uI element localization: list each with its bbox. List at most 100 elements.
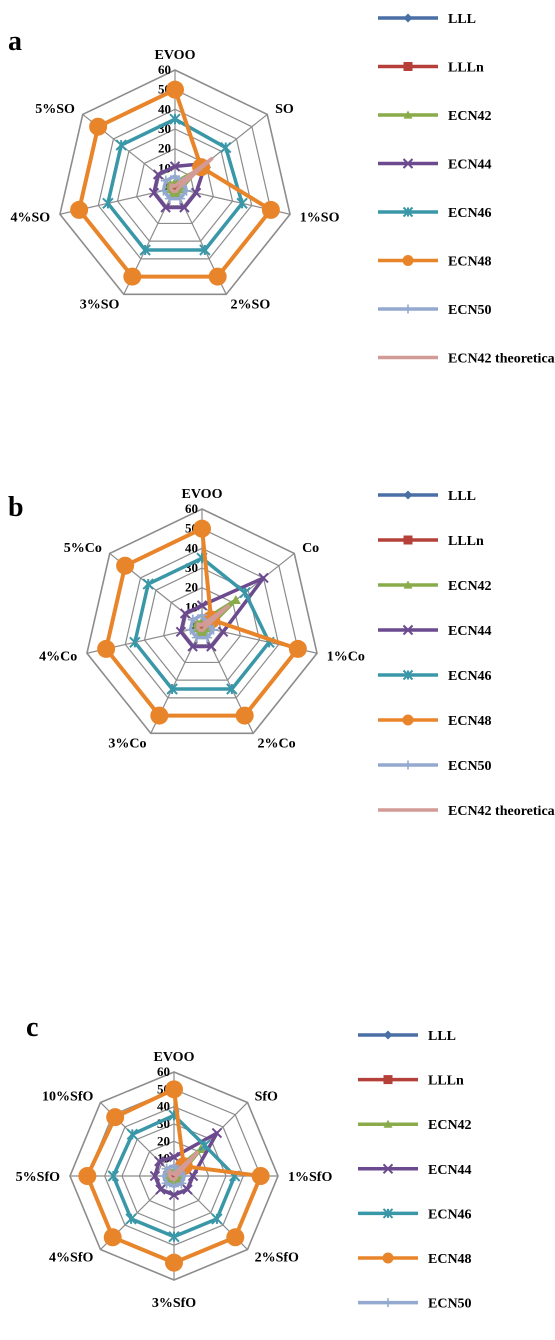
radial-tick-label: 20: [157, 1133, 170, 1148]
category-label: EVOO: [155, 48, 196, 63]
data-point-ecn48: [251, 1167, 270, 1185]
data-point-ecn44: [160, 202, 171, 213]
legend-label: ECN46: [428, 1207, 472, 1222]
category-label: 1%Co: [327, 649, 365, 664]
data-point-ecn46: [166, 683, 178, 695]
legend-label: ECN42: [448, 109, 492, 124]
series-line-ecn46: [133, 556, 271, 691]
category-label: 10%SfO: [42, 1089, 93, 1104]
data-point-ecn44: [152, 169, 164, 180]
category-label: SfO: [255, 1089, 278, 1104]
data-point-ecn48: [70, 200, 89, 219]
legend-item-ecn44: ECN44: [378, 624, 492, 639]
data-point-ecn50: [160, 175, 171, 186]
series-ecn42-theoretical: [167, 1150, 200, 1182]
data-point-ecn48: [288, 639, 307, 658]
legend-item-ecn42-theoretical: ECN42 theoretical: [378, 804, 555, 819]
legend-label: ECN42 theoretical: [448, 804, 555, 819]
data-point-ecn46: [139, 244, 151, 256]
radial-tick-label: 20: [158, 141, 171, 156]
data-point-ecn50: [170, 171, 180, 182]
radial-tick-label: 40: [158, 101, 171, 116]
data-point-ecn46: [220, 141, 232, 154]
data-point-ecn46: [142, 578, 154, 590]
category-label: 3%Co: [108, 736, 146, 751]
data-point-ecn44: [149, 1170, 161, 1182]
legend-marker: [402, 714, 414, 726]
legend-label: LLL: [448, 12, 476, 27]
grid-ring: [116, 128, 234, 242]
legend-item-lll: LLL: [358, 1029, 456, 1044]
legend-marker: [382, 1252, 394, 1264]
data-point-ecn50: [176, 1178, 187, 1189]
legend: LLL LLLn ECN42 ECN44 ECN46 ECN48 ECN50 ECN42 th…: [378, 12, 555, 367]
legend-item-ecn42: ECN42: [358, 1118, 472, 1133]
panel-label-b: b: [8, 492, 24, 523]
data-point-ecn46: [198, 1139, 211, 1152]
legend-marker: [382, 1163, 394, 1175]
data-point-ecn44: [190, 187, 202, 199]
data-point-ecn50: [169, 1181, 179, 1192]
data-point-ecn48: [166, 80, 184, 99]
legend-label: ECN46: [448, 669, 492, 684]
grid-ring: [163, 587, 241, 664]
legend-label: ECN44: [448, 624, 492, 639]
data-point-ecn50: [158, 1171, 169, 1181]
data-point-ecn46: [226, 683, 238, 695]
data-point-ecn50: [185, 624, 196, 635]
series-line-ecn42-theoretical: [169, 156, 214, 194]
data-point-ecn46: [102, 197, 114, 210]
data-point-ecn50: [161, 1178, 172, 1189]
category-label: 3%SO: [80, 297, 120, 312]
radial-tick-label: 20: [185, 580, 198, 595]
category-label: EVOO: [182, 487, 223, 502]
data-point-ecn44: [179, 202, 190, 213]
radial-tick-label: 40: [185, 540, 198, 555]
legend-marker: [402, 624, 414, 636]
legend-label: ECN48: [448, 714, 492, 729]
legend-marker: [403, 535, 413, 545]
data-point-ecn44: [206, 641, 217, 652]
legend-label: LLLn: [448, 61, 484, 76]
legend-marker: [383, 1119, 393, 1128]
data-point-ecn48: [150, 706, 169, 725]
data-point-ecn44: [154, 1156, 165, 1167]
series-line-ecn48: [104, 526, 300, 718]
data-point-ecn48: [193, 519, 211, 538]
legend-marker: [403, 62, 413, 71]
legend-marker: [403, 304, 413, 314]
radial-tick-label: 60: [185, 501, 198, 516]
legend-label: ECN50: [428, 1297, 472, 1312]
legend-item-llln: LLLn: [358, 1074, 464, 1089]
legend-marker: [403, 13, 413, 23]
radar-chart-b: 0102030405060EVOOCo1%Co2%Co3%Co4%Co5%CoL…: [39, 487, 555, 819]
data-point-ecn50: [175, 193, 186, 204]
legend-label: ECN50: [448, 759, 492, 774]
category-label: 2%Co: [258, 736, 296, 751]
radial-tick-label: 60: [158, 62, 171, 77]
category-label: 2%SfO: [255, 1251, 299, 1266]
legend-marker: [403, 760, 413, 770]
legend-label: ECN48: [428, 1252, 472, 1267]
data-point-ecn46: [126, 1128, 139, 1141]
legend-marker: [402, 255, 414, 266]
panel-label-c: c: [26, 1012, 39, 1043]
legend-item-ecn46: ECN46: [358, 1207, 472, 1222]
data-point-ecn50: [187, 614, 198, 625]
legend-item-ecn42: ECN42: [378, 109, 492, 124]
category-label: 5%Co: [64, 541, 102, 556]
radar-chart-a: 0102030405060EVOOSO1%SO2%SO3%SO4%SO5%SOL…: [11, 12, 555, 367]
legend-label: ECN46: [448, 206, 492, 221]
legend-item-ecn44: ECN44: [378, 158, 492, 173]
data-point-ecn50: [158, 185, 169, 196]
data-point-ecn44: [211, 1127, 223, 1139]
data-point-ecn46: [236, 197, 248, 210]
legend-label: ECN44: [428, 1163, 472, 1178]
legend-item-ecn48: ECN48: [378, 714, 492, 729]
category-label: 4%Co: [39, 649, 77, 664]
legend-item-llln: LLLn: [378, 534, 484, 549]
legend-item-ecn42-theoretical: ECN42 theoretical: [378, 352, 555, 367]
legend-item-ecn50: ECN50: [378, 303, 492, 318]
legend-marker: [403, 110, 413, 119]
legend-marker: [402, 158, 414, 169]
